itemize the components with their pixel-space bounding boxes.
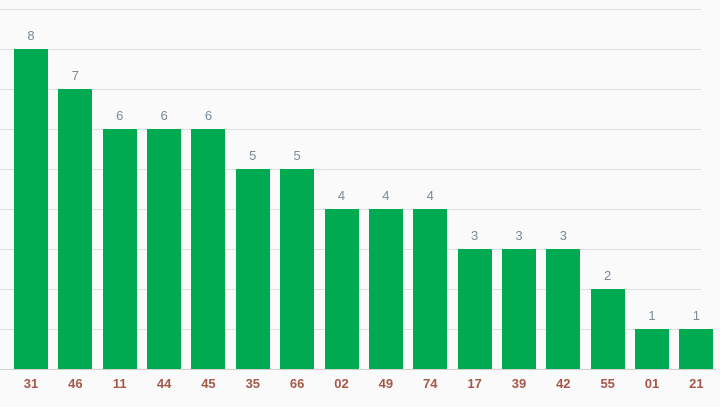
- bar-21[interactable]: [679, 329, 714, 369]
- bar-01[interactable]: [635, 329, 670, 369]
- bar-value-label: 4: [426, 188, 434, 203]
- bar-44[interactable]: [147, 129, 182, 369]
- bar-value-label: 4: [382, 188, 390, 203]
- x-axis-label: 39: [511, 376, 527, 391]
- bar-value-label: 3: [559, 228, 567, 243]
- bar-value-label: 6: [116, 108, 124, 123]
- x-axis-label: 66: [289, 376, 305, 391]
- x-axis-label: 21: [689, 376, 704, 391]
- gridline: [0, 49, 701, 50]
- x-axis-label: 01: [644, 376, 660, 391]
- x-axis-label: 42: [556, 376, 571, 391]
- bar-value-label: 5: [293, 148, 301, 163]
- x-axis-label: 55: [600, 376, 615, 391]
- bar-value-label: 3: [515, 228, 523, 243]
- bar-value-label: 4: [337, 188, 346, 203]
- x-axis-label: 11: [112, 376, 127, 391]
- bar-46[interactable]: [58, 89, 93, 369]
- bar-45[interactable]: [191, 129, 226, 369]
- bar-value-label: 6: [204, 108, 213, 123]
- bar-value-label: 8: [27, 28, 35, 43]
- x-axis-label: 44: [156, 376, 172, 391]
- x-axis-label: 17: [467, 376, 482, 391]
- x-axis-label: 31: [23, 376, 39, 391]
- bar-35[interactable]: [235, 169, 270, 369]
- gridline: [0, 129, 701, 130]
- bar-value-label: 3: [470, 228, 479, 243]
- bar-value-label: 7: [71, 68, 79, 83]
- bar-39[interactable]: [501, 249, 536, 369]
- bar-value-label: 5: [249, 148, 257, 163]
- x-axis-label: 49: [378, 376, 394, 391]
- bar-value-label: 2: [604, 268, 612, 283]
- x-axis-label: 02: [334, 376, 349, 391]
- bar-74[interactable]: [413, 209, 448, 369]
- bar-55[interactable]: [590, 289, 625, 369]
- gridline: [0, 9, 701, 10]
- bar-31[interactable]: [14, 49, 48, 369]
- x-axis-baseline: [0, 369, 716, 370]
- bar-42[interactable]: [546, 249, 581, 369]
- x-axis-label: 74: [423, 376, 438, 391]
- gridline: [0, 169, 701, 170]
- x-axis-label: 46: [68, 376, 83, 391]
- bar-17[interactable]: [457, 249, 492, 369]
- x-axis-label: 45: [201, 376, 216, 391]
- x-axis-label: 35: [245, 376, 261, 391]
- bar-value-label: 6: [160, 108, 168, 123]
- bar-02[interactable]: [324, 209, 359, 369]
- bar-value-label: 1: [692, 308, 700, 323]
- bar-11[interactable]: [102, 129, 137, 369]
- bar-66[interactable]: [280, 169, 315, 369]
- bar-value-label: 1: [648, 308, 656, 323]
- gridline: [0, 89, 701, 90]
- bar-49[interactable]: [368, 209, 403, 369]
